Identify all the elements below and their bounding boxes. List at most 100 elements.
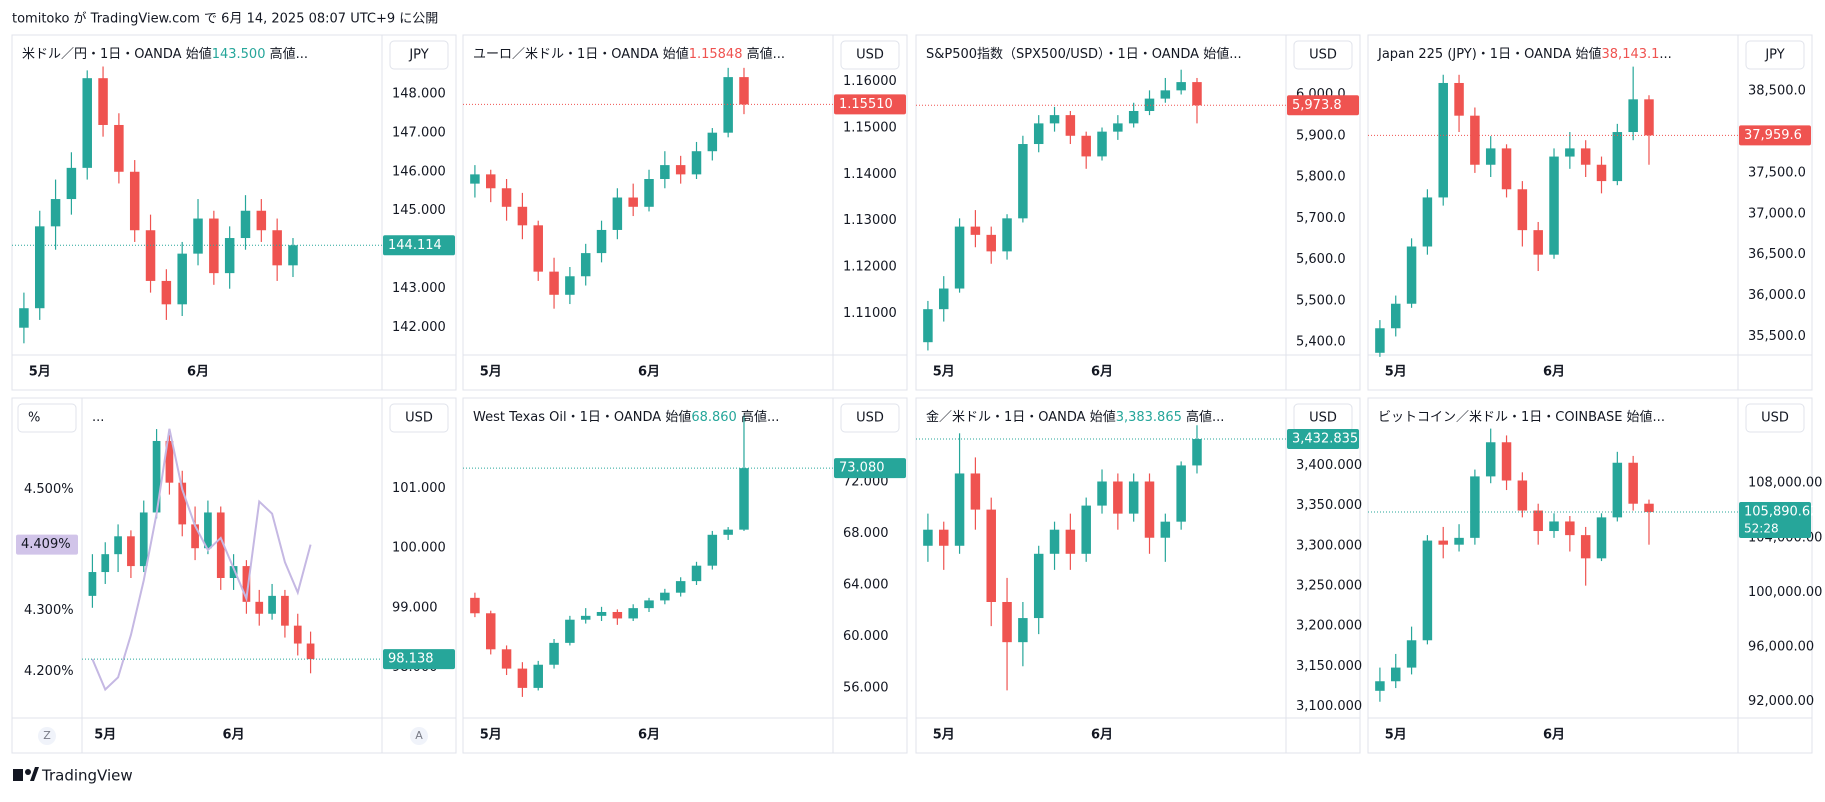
chart-title: ユーロ／米ドル・1日・OANDA 始値1.15848 高値... — [473, 46, 785, 62]
candle-body — [1438, 82, 1448, 198]
candle-body — [165, 440, 174, 483]
candle-body — [1002, 218, 1012, 252]
candle-body — [1406, 640, 1417, 668]
panel-border — [462, 397, 908, 754]
currency-button — [840, 40, 900, 70]
candle-body — [612, 197, 623, 230]
y-tick-label: 148.000 — [392, 86, 446, 101]
candle-body — [1485, 442, 1496, 477]
candle-body — [161, 280, 172, 305]
x-tick-label: 6月 — [1091, 728, 1113, 743]
axis-button-label[interactable]: Z — [43, 729, 51, 742]
candle-body — [306, 643, 315, 660]
x-tick-label: 5月 — [94, 728, 116, 743]
candle-body — [1375, 328, 1385, 353]
y-tick-label: 100,000.00 — [1748, 585, 1822, 600]
candle-body — [145, 230, 156, 281]
candle-body — [923, 309, 933, 343]
candle-body — [723, 529, 733, 535]
price-tag-label: 4.409% — [21, 537, 71, 552]
y-tick-label: 1.13000 — [843, 213, 897, 228]
candle-body — [596, 611, 607, 616]
axis-button[interactable] — [38, 727, 56, 745]
candle-body — [50, 199, 61, 227]
price-tag-label: 98.138 — [388, 652, 434, 667]
y-tick-label: 5,600.0 — [1296, 252, 1346, 267]
candle-body — [501, 188, 512, 207]
y-tick-label: 5,900.0 — [1296, 128, 1346, 143]
candle-body — [739, 77, 749, 105]
chart-panel: USD%98.00099.000100.000101.0004.200%4.30… — [11, 397, 457, 754]
chart-title: West Texas Oil・1日・OANDA 始値68.860 高値... — [473, 409, 779, 425]
candle-body — [954, 473, 965, 546]
candle-body — [660, 592, 670, 601]
candle-body — [1612, 462, 1623, 518]
candle-body — [1176, 465, 1186, 522]
currency-label: JPY — [408, 48, 428, 63]
y-tick-label: 143.000 — [392, 281, 446, 296]
candle-body — [1422, 540, 1433, 641]
panel-border — [915, 34, 1361, 391]
candle-body — [691, 565, 702, 582]
candle-body — [129, 171, 140, 231]
candle-body — [1192, 82, 1202, 106]
y-tick-label: 100.000 — [392, 541, 446, 556]
candle-body — [240, 210, 251, 239]
x-tick-label: 6月 — [638, 728, 660, 743]
y-tick-label: 56.000 — [843, 680, 889, 695]
candle-body — [485, 613, 496, 650]
candle-body — [580, 253, 591, 277]
candle-body — [675, 165, 686, 175]
title-part: 1.15848 — [689, 47, 743, 62]
y-tick-label: 108,000.00 — [1748, 476, 1822, 491]
chart-title: ビットコイン／米ドル・1日・COINBASE 始値... — [1378, 409, 1665, 425]
y-tick-label: 3,100.000 — [1296, 699, 1362, 714]
countdown: 52:28 — [1744, 522, 1779, 536]
y-tick-label: 68.000 — [843, 526, 889, 541]
chart-panel: USD92,000.0096,000.00100,000.00104,000.0… — [1367, 397, 1822, 754]
axis-button-label[interactable]: A — [415, 729, 423, 742]
panel-border — [1367, 34, 1813, 391]
title-part: 143.500 — [212, 47, 266, 62]
candle-body — [644, 179, 654, 207]
candle-body — [127, 536, 135, 567]
currency-label: USD — [856, 411, 884, 426]
y-tick-label: 96,000.00 — [1748, 640, 1814, 655]
x-tick-label: 6月 — [1543, 365, 1565, 380]
candle-body — [549, 271, 559, 295]
chart-title: ... — [92, 410, 104, 425]
candle-body — [1628, 99, 1638, 133]
title-part: 高値... — [265, 46, 308, 62]
price-tag-label: 105,890.62 — [1744, 505, 1818, 520]
chart-title: S&P500指数（SPX500/USD）・1日・OANDA 始値... — [926, 46, 1242, 62]
candle-body — [216, 512, 225, 578]
price-tag — [16, 534, 78, 555]
y-tick-label: 1.14000 — [843, 167, 897, 182]
y-tick-label: 101.000 — [392, 481, 446, 496]
y-tick-label: 4.500% — [24, 482, 74, 497]
candle-body — [1565, 521, 1575, 536]
candle-body — [970, 226, 981, 235]
footer-brand: TradingView — [41, 767, 133, 785]
currency-label: USD — [856, 48, 884, 63]
candle-body — [1580, 148, 1591, 165]
candle-body — [204, 512, 212, 549]
candle-body — [938, 288, 949, 310]
y-tick-label: 36,500.0 — [1748, 247, 1806, 262]
y-tick-label: 60.000 — [843, 629, 889, 644]
title-part: S&P500指数（SPX500/USD）・1日・OANDA 始値... — [926, 46, 1242, 62]
candle-body — [1565, 148, 1575, 157]
candle-body — [660, 165, 670, 179]
y-tick-label: 64.000 — [843, 577, 889, 592]
candle-body — [923, 529, 933, 546]
y-tick-label: 1.12000 — [843, 260, 897, 275]
candle-body — [596, 229, 607, 254]
axis-button[interactable] — [410, 727, 428, 745]
y-tick-label: 147.000 — [392, 125, 446, 140]
candle-body — [1065, 115, 1076, 136]
candle-body — [1160, 90, 1171, 99]
candle-body — [209, 218, 219, 274]
candle-body — [565, 619, 575, 643]
price-tag — [383, 235, 455, 256]
y-tick-label: 1.15000 — [843, 121, 897, 136]
